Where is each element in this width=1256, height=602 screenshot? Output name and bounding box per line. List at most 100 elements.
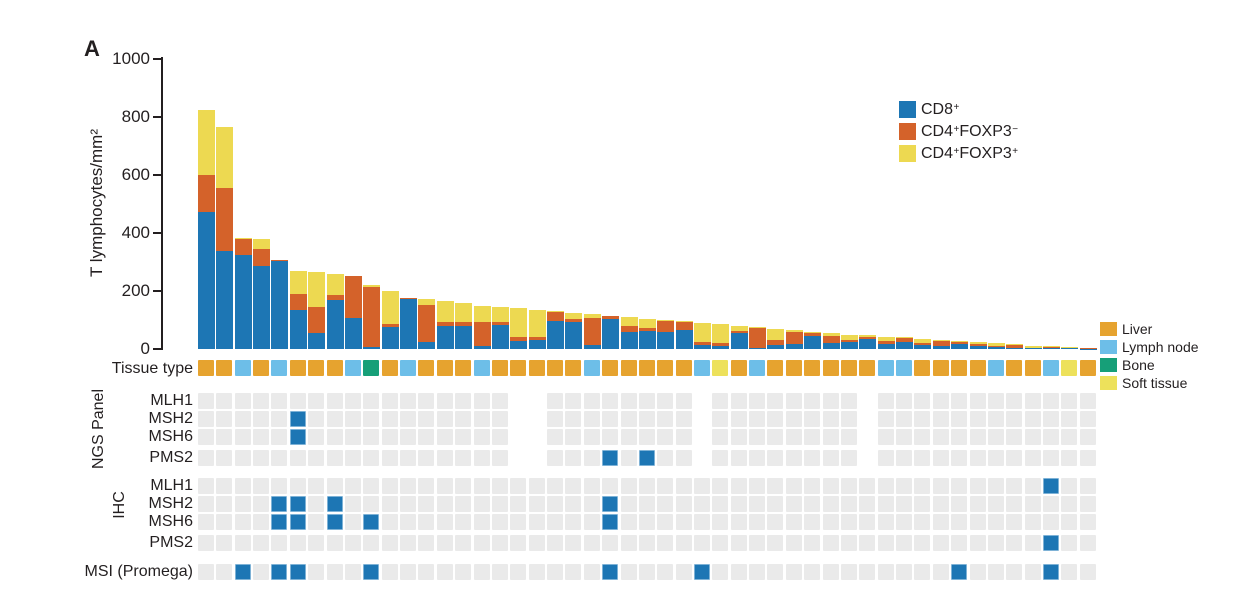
grid-cell xyxy=(932,411,949,427)
bar-segment-CD4+FOXP3- xyxy=(822,335,840,343)
grid-cell xyxy=(271,450,288,466)
row-label-mlh1: MLH1 xyxy=(150,477,193,494)
grid-cell xyxy=(675,478,692,494)
grid-cell xyxy=(969,478,986,494)
bar-segment-CD4+FOXP3- xyxy=(657,320,675,332)
grid-cell xyxy=(877,535,894,551)
grid-cell xyxy=(602,535,619,551)
grid-cell xyxy=(896,393,913,409)
grid-cell xyxy=(877,478,894,494)
grid-cell xyxy=(473,514,490,530)
tissue-cell xyxy=(620,360,637,376)
stacked-bar xyxy=(620,317,638,349)
bar-segment-CD4+FOXP3- xyxy=(271,259,289,261)
grid-cell xyxy=(491,535,508,551)
bar-segment-CD4+FOXP3- xyxy=(344,275,362,318)
grid-cell xyxy=(822,450,839,466)
bar-segment-CD4+FOXP3- xyxy=(510,336,528,341)
grid-cell xyxy=(914,429,931,445)
grid-cell xyxy=(1043,450,1060,466)
bar-segment-CD8+ xyxy=(473,346,491,349)
y-axis-tick-label: 800 xyxy=(121,107,150,126)
grid-cell xyxy=(216,450,233,466)
grid-cell xyxy=(602,450,619,466)
grid-cell xyxy=(620,514,637,530)
grid-cell xyxy=(785,411,802,427)
grid-cell xyxy=(289,411,306,427)
grid-cell xyxy=(234,393,251,409)
grid-cell xyxy=(547,535,564,551)
chart-legend-label: CD8+ xyxy=(921,100,959,122)
grid-cell xyxy=(712,514,729,530)
tissue-cell xyxy=(785,360,802,376)
grid-cell xyxy=(840,514,857,530)
tissue-cell xyxy=(969,360,986,376)
bar-segment-CD4+FOXP3+ xyxy=(491,306,509,323)
grid-cell xyxy=(565,478,582,494)
bar-segment-CD4+FOXP3+ xyxy=(253,238,271,250)
tissue-cell xyxy=(436,360,453,376)
grid-cell xyxy=(896,514,913,530)
stacked-bar xyxy=(712,324,730,349)
grid-cell xyxy=(565,535,582,551)
grid-cell xyxy=(657,496,674,512)
stacked-bar xyxy=(730,325,748,349)
bar-segment-CD8+ xyxy=(840,342,858,349)
bar-segment-CD8+ xyxy=(234,255,252,349)
grid-cell xyxy=(638,411,655,427)
tissue-cell xyxy=(1061,360,1078,376)
grid-cell xyxy=(1079,535,1096,551)
grid-cell xyxy=(969,496,986,512)
bar-segment-CD8+ xyxy=(344,317,362,349)
tissue-cell xyxy=(730,360,747,376)
grid-cell xyxy=(896,450,913,466)
grid-cell xyxy=(657,564,674,580)
grid-cell xyxy=(528,564,545,580)
tissue-cell xyxy=(675,360,692,376)
y-axis-tick xyxy=(153,232,163,234)
grid-cell xyxy=(289,496,306,512)
grid-cell xyxy=(987,478,1004,494)
grid-cell xyxy=(1043,535,1060,551)
bar-segment-CD8+ xyxy=(877,343,895,349)
bar-segment-CD4+FOXP3- xyxy=(491,322,509,326)
bar-segment-CD8+ xyxy=(730,333,748,349)
grid-cell xyxy=(804,514,821,530)
grid-cell xyxy=(583,535,600,551)
bar-segment-CD8+ xyxy=(363,346,381,349)
grid-cell xyxy=(289,450,306,466)
grid-cell xyxy=(822,478,839,494)
bar-segment-CD4+FOXP3- xyxy=(289,293,307,310)
stacked-bar xyxy=(859,335,877,349)
tissue-legend-label: Liver xyxy=(1122,321,1153,337)
grid-cell xyxy=(510,564,527,580)
grid-cell xyxy=(638,514,655,530)
tissue-cell xyxy=(859,360,876,376)
grid-cell xyxy=(840,535,857,551)
grid-cell xyxy=(436,393,453,409)
legend-superscript: + xyxy=(953,101,960,113)
grid-cell xyxy=(216,535,233,551)
grid-cell xyxy=(198,411,214,427)
grid-cell xyxy=(712,478,729,494)
grid-cell xyxy=(1006,429,1023,445)
grid-cell xyxy=(547,514,564,530)
grid-cell xyxy=(271,478,288,494)
chart-legend-swatch xyxy=(899,145,916,162)
grid-cell xyxy=(510,496,527,512)
grid-cell xyxy=(987,450,1004,466)
grid-cell xyxy=(657,514,674,530)
bar-segment-CD8+ xyxy=(785,344,803,349)
grid-cell xyxy=(1024,429,1041,445)
grid-cell xyxy=(1061,514,1078,530)
bar-segment-CD4+FOXP3- xyxy=(400,297,418,300)
section-label-ihc: IHC xyxy=(111,491,128,519)
grid-cell xyxy=(914,478,931,494)
bar-segment-CD4+FOXP3- xyxy=(363,286,381,347)
grid-cell xyxy=(602,564,619,580)
grid-cell xyxy=(418,564,435,580)
grid-cell xyxy=(271,429,288,445)
grid-cell xyxy=(675,564,692,580)
grid-cell xyxy=(951,535,968,551)
